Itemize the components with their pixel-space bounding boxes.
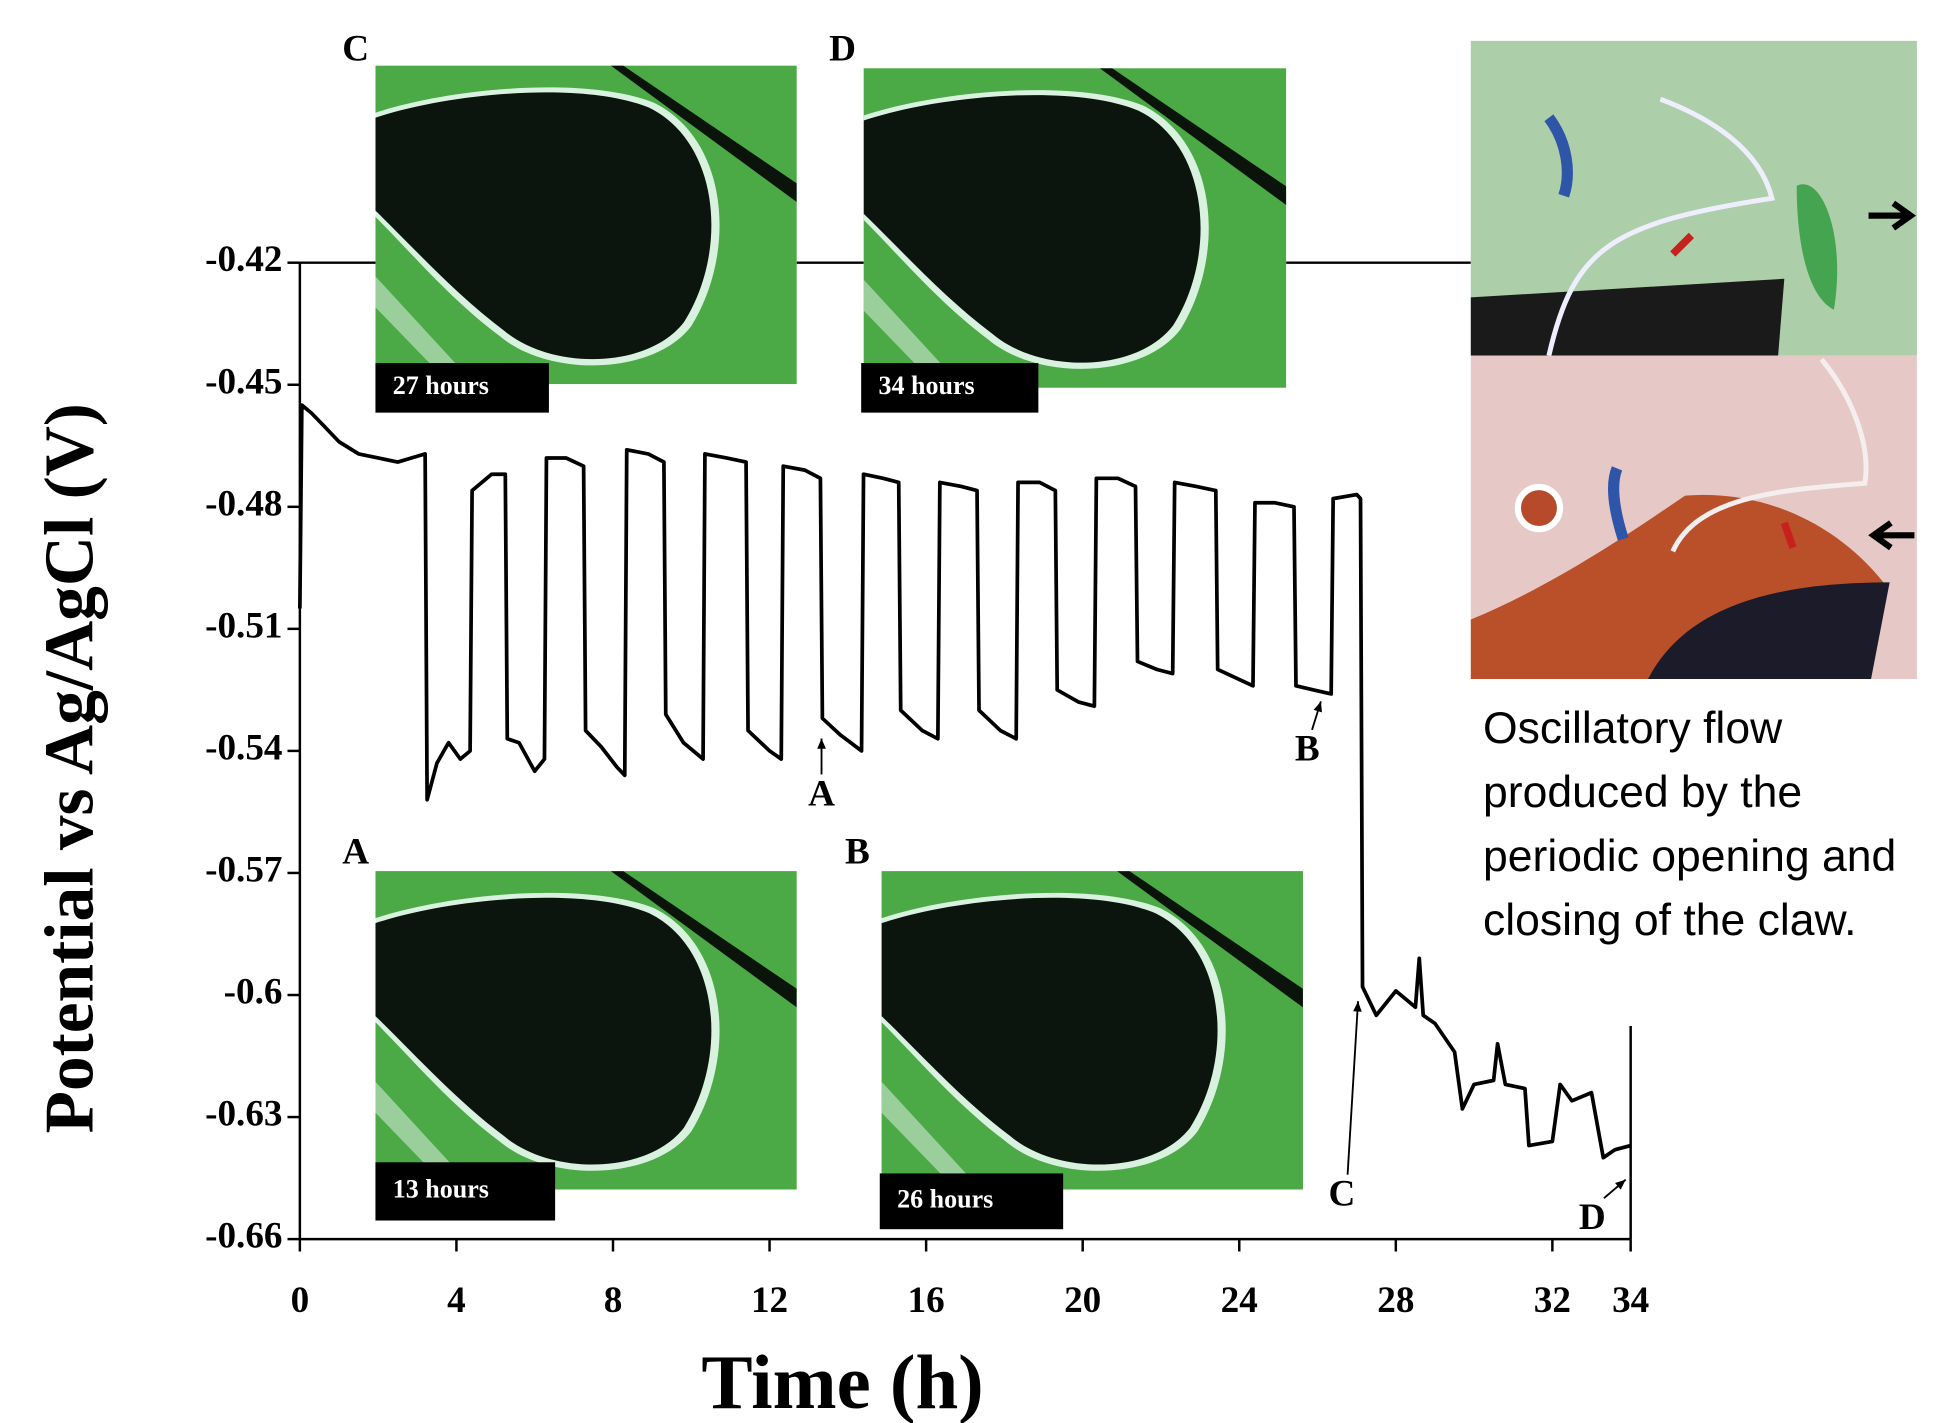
inset-letter: A <box>342 832 369 873</box>
annotation-arrowhead <box>1615 1179 1626 1190</box>
annotation-arrowhead <box>1313 701 1322 713</box>
y-tick-label: -0.45 <box>205 361 282 402</box>
inset-letter: D <box>829 29 856 70</box>
x-tick-label: 0 <box>291 1280 310 1321</box>
x-tick-label: 28 <box>1377 1280 1414 1321</box>
inset-image <box>375 871 797 1190</box>
claw-photo-green <box>1470 40 1917 357</box>
x-tick-label: 34 <box>1612 1280 1649 1321</box>
inset-caption-box <box>879 1173 1064 1230</box>
x-tick-label: 8 <box>604 1280 623 1321</box>
y-tick-label: -0.51 <box>205 605 282 646</box>
x-tick-label: 12 <box>751 1280 788 1321</box>
y-tick-label: -0.57 <box>205 849 282 890</box>
inset-image <box>863 68 1287 388</box>
x-tick-label: 32 <box>1534 1280 1571 1321</box>
annotation-arrow <box>1346 1001 1359 1175</box>
y-tick-label: -0.6 <box>224 972 283 1013</box>
annotation: D <box>1579 1197 1606 1238</box>
data-line <box>298 403 1632 1160</box>
y-tick-label: -0.42 <box>205 239 282 280</box>
y-tick-label: -0.63 <box>205 1094 282 1135</box>
annotation: B <box>1295 729 1320 770</box>
x-tick-label: 4 <box>447 1280 466 1321</box>
inset-caption-box <box>861 363 1039 413</box>
inset-caption: 26 hours <box>897 1184 993 1213</box>
x-tick-label: 20 <box>1064 1280 1101 1321</box>
y-tick-label: -0.48 <box>205 483 282 524</box>
inset-caption: 27 hours <box>393 371 489 400</box>
annotation-arrowhead <box>817 738 826 749</box>
x-axis-title: Time (h) <box>701 1340 983 1423</box>
inset-image <box>375 65 797 385</box>
x-tick-label: 24 <box>1221 1280 1258 1321</box>
side-note: Oscillatory flow produced by the periodi… <box>1483 704 1897 945</box>
claw-photo-red <box>1470 355 1917 680</box>
y-axis-title: Potential vs Ag/AgCl (V) <box>32 403 109 1133</box>
inset-caption: 13 hours <box>393 1174 489 1203</box>
inset-letter: C <box>342 29 369 70</box>
inset-caption-box <box>375 1162 556 1221</box>
annotation-arrowhead <box>1353 1001 1362 1012</box>
inset-caption: 34 hours <box>879 371 975 400</box>
annotation: A <box>808 773 835 814</box>
inset-image <box>881 871 1303 1190</box>
y-tick-label: -0.54 <box>205 727 282 768</box>
inset-caption-box <box>375 363 549 413</box>
inset-letter: B <box>845 832 870 873</box>
plot-area <box>298 403 1632 1160</box>
x-tick-label: 16 <box>908 1280 945 1321</box>
y-tick-label: -0.66 <box>205 1216 282 1257</box>
annotation: C <box>1329 1174 1356 1215</box>
